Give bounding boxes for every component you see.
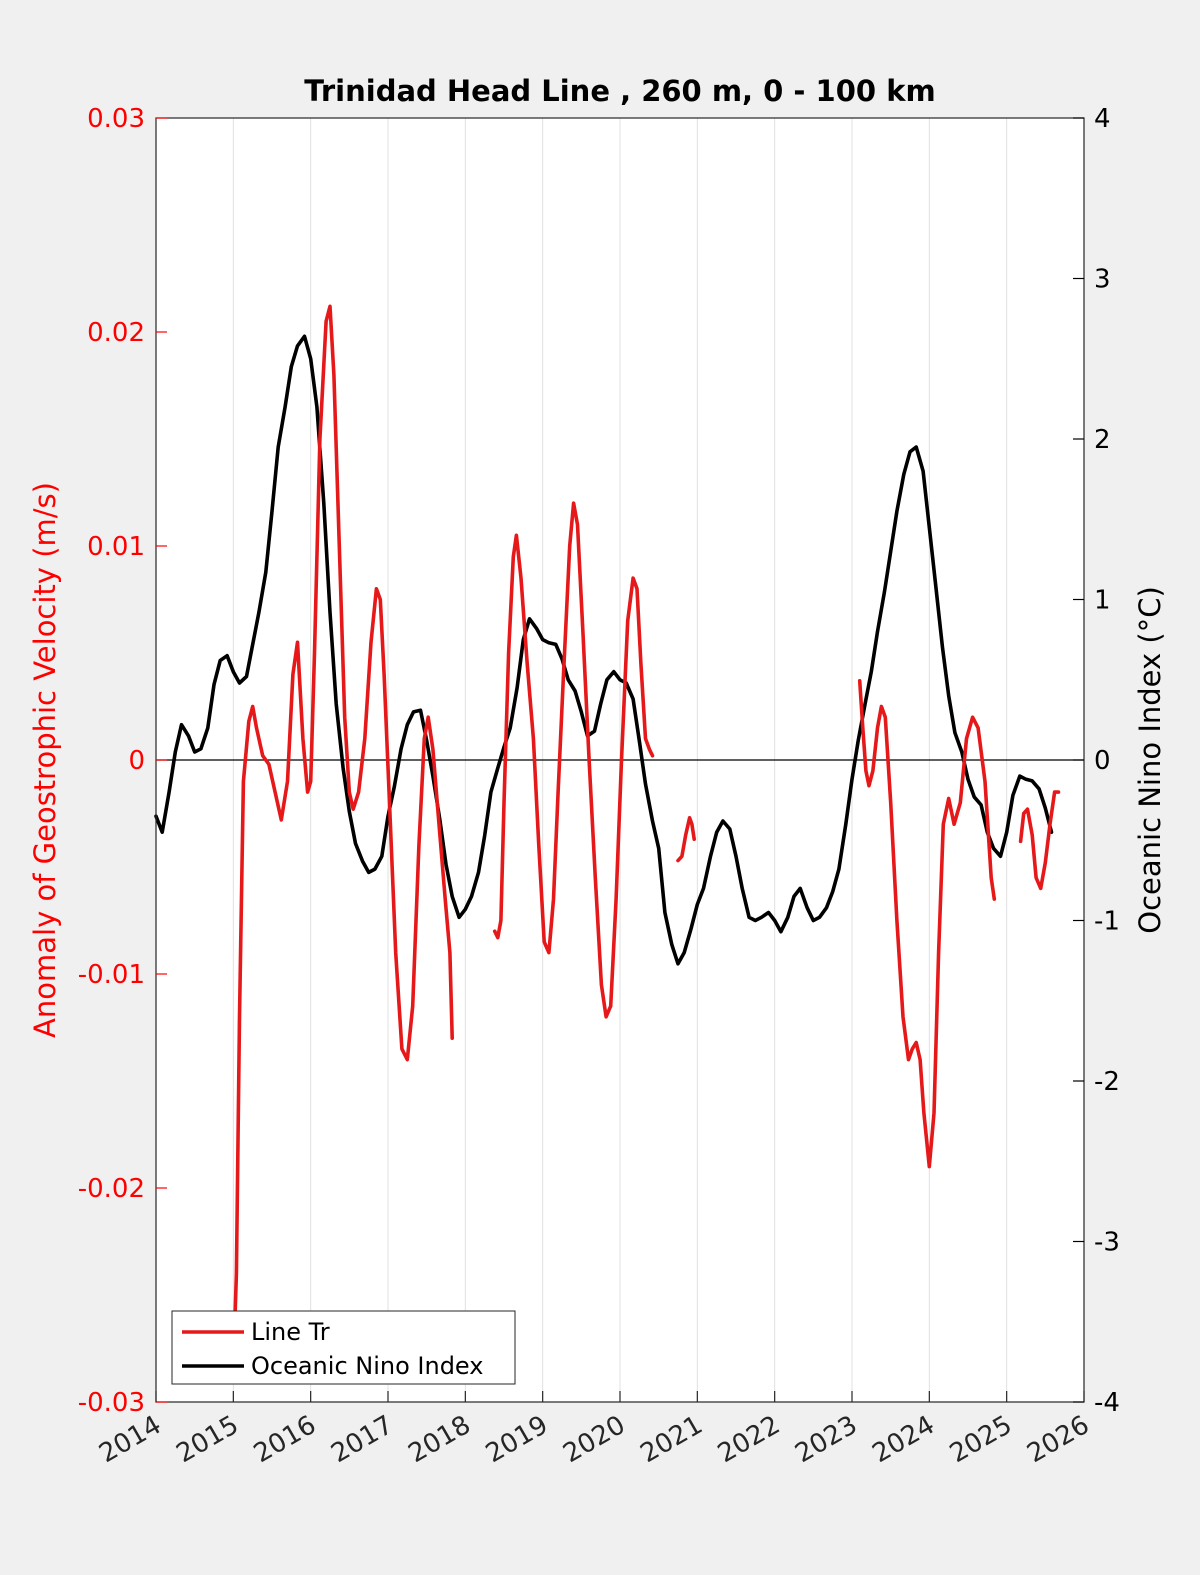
series-line-tr-segment-3 bbox=[857, 678, 997, 1169]
y-right-tick-label: 3 bbox=[1094, 265, 1111, 295]
series-line-tr-segment-1 bbox=[492, 501, 655, 1019]
y-left-tick-label: 0.03 bbox=[87, 104, 145, 134]
y-right-tick-label: 1 bbox=[1094, 586, 1111, 616]
x-tick-label: 2020 bbox=[558, 1410, 630, 1469]
y-right-tick-label: 0 bbox=[1094, 746, 1111, 776]
x-tick-label: 2016 bbox=[249, 1410, 321, 1469]
x-tick-label: 2024 bbox=[868, 1410, 940, 1469]
x-tick-label: 2025 bbox=[945, 1410, 1017, 1469]
y-left-tick-label: -0.01 bbox=[78, 960, 145, 990]
y-left-tick-label: 0.01 bbox=[87, 532, 145, 562]
y-right-tick-label: -3 bbox=[1094, 1228, 1120, 1258]
y-right-tick-label: 4 bbox=[1094, 104, 1111, 134]
x-tick-label: 2015 bbox=[172, 1410, 244, 1469]
y-axis-left-label: Anomaly of Geostrophic Velocity (m/s) bbox=[28, 482, 62, 1038]
y-left-tick-label: 0 bbox=[128, 746, 145, 776]
y-right-tick-label: -1 bbox=[1094, 907, 1120, 937]
y-axis-right-label: Oceanic Nino Index (°C) bbox=[1133, 586, 1167, 934]
chart-title: Trinidad Head Line , 260 m, 0 - 100 km bbox=[304, 74, 935, 108]
x-tick-label: 2021 bbox=[636, 1410, 708, 1469]
x-tick-label: 2018 bbox=[404, 1410, 476, 1469]
series-line-tr-segment-4 bbox=[1018, 790, 1061, 891]
x-tick-label: 2014 bbox=[94, 1410, 166, 1469]
legend-label-line-tr: Line Tr bbox=[251, 1318, 330, 1346]
series-oceanic-nino-index-segment-0 bbox=[154, 334, 1054, 966]
x-tick-label: 2023 bbox=[790, 1410, 862, 1469]
series-line-tr-segment-0 bbox=[231, 304, 455, 1372]
y-left-tick-label: -0.03 bbox=[78, 1388, 145, 1418]
y-left-tick-label: -0.02 bbox=[78, 1174, 145, 1204]
series-layer bbox=[154, 304, 1061, 1372]
x-tick-label: 2019 bbox=[481, 1410, 553, 1469]
x-tick-label: 2026 bbox=[1022, 1410, 1094, 1469]
legend-label-oni: Oceanic Nino Index bbox=[251, 1352, 483, 1380]
y-left-tick-label: 0.02 bbox=[87, 318, 145, 348]
legend: Line Tr Oceanic Nino Index bbox=[171, 1310, 516, 1385]
y-right-tick-label: -4 bbox=[1094, 1388, 1120, 1418]
y-right-tick-label: 2 bbox=[1094, 425, 1111, 455]
legend-box bbox=[171, 1310, 516, 1385]
x-tick-label: 2022 bbox=[713, 1410, 785, 1469]
x-tick-label: 2017 bbox=[326, 1410, 398, 1469]
series-line-tr-segment-2 bbox=[676, 815, 697, 863]
y-right-tick-label: -2 bbox=[1094, 1067, 1120, 1097]
